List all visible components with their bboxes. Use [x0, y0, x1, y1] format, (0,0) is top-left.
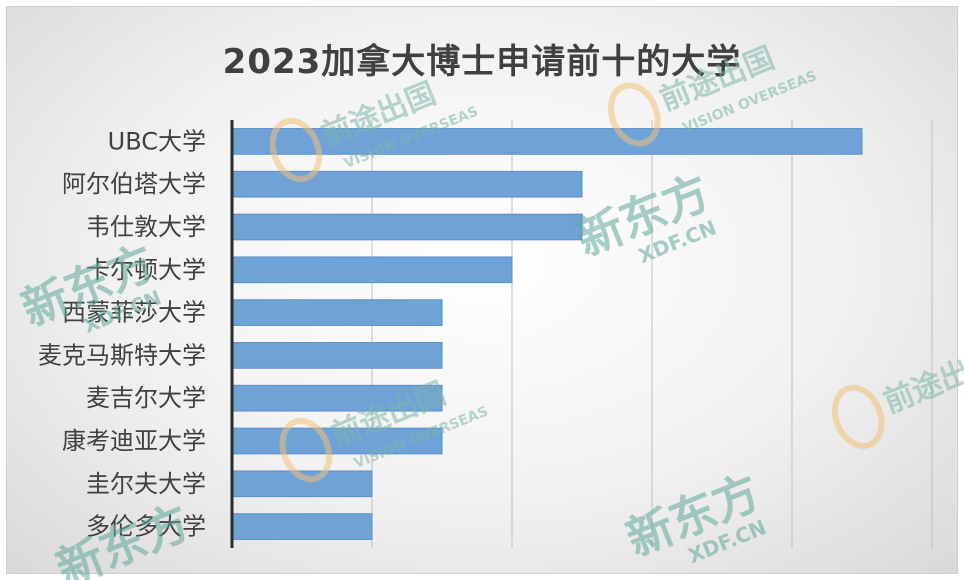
bar: [231, 427, 443, 455]
category-labels: UBC大学阿尔伯塔大学韦仕敦大学卡尔顿大学西蒙菲莎大学麦克马斯特大学麦吉尔大学康…: [38, 127, 206, 540]
vision-logo-icon: [269, 117, 323, 182]
watermark-vision-cn: 前途出国: [879, 343, 964, 420]
category-label: 圭尔夫大学: [86, 470, 206, 498]
bar: [231, 513, 373, 540]
xdf-watermark: 新东方 XDF.CN: [569, 165, 720, 268]
xdf-watermark: 新东方 XDF.CN: [619, 465, 770, 568]
bar: [231, 128, 863, 155]
category-label: 麦克马斯特大学: [38, 341, 206, 369]
chart-title: 2023加拿大博士申请前十的大学: [222, 42, 742, 82]
category-label: 多伦多大学: [86, 513, 206, 541]
category-label: 卡尔顿大学: [86, 256, 206, 284]
category-label: 韦仕敦大学: [86, 213, 206, 241]
bar: [231, 342, 443, 369]
category-label: UBC大学: [108, 127, 206, 155]
category-label: 康考迪亚大学: [62, 427, 206, 455]
bar: [231, 299, 443, 326]
category-label: 西蒙菲莎大学: [62, 299, 206, 327]
chart-frame: [6, 6, 958, 574]
bar: [231, 384, 443, 412]
vision-overseas-watermark: 前途出国: [831, 343, 964, 449]
vision-logo-icon: [831, 384, 885, 449]
xdf-watermark: 新东方 XDF.CN: [14, 235, 165, 338]
watermark-brand-cn: 新东方: [49, 495, 197, 580]
xdf-watermark: 新东方: [49, 495, 197, 580]
vision-logo-icon: [279, 417, 333, 482]
category-label: 麦吉尔大学: [86, 384, 206, 412]
vision-logo-icon: [608, 82, 661, 147]
bar: [231, 213, 583, 241]
bars: [231, 128, 863, 540]
bar: [231, 256, 513, 284]
category-label: 阿尔伯塔大学: [62, 170, 206, 198]
